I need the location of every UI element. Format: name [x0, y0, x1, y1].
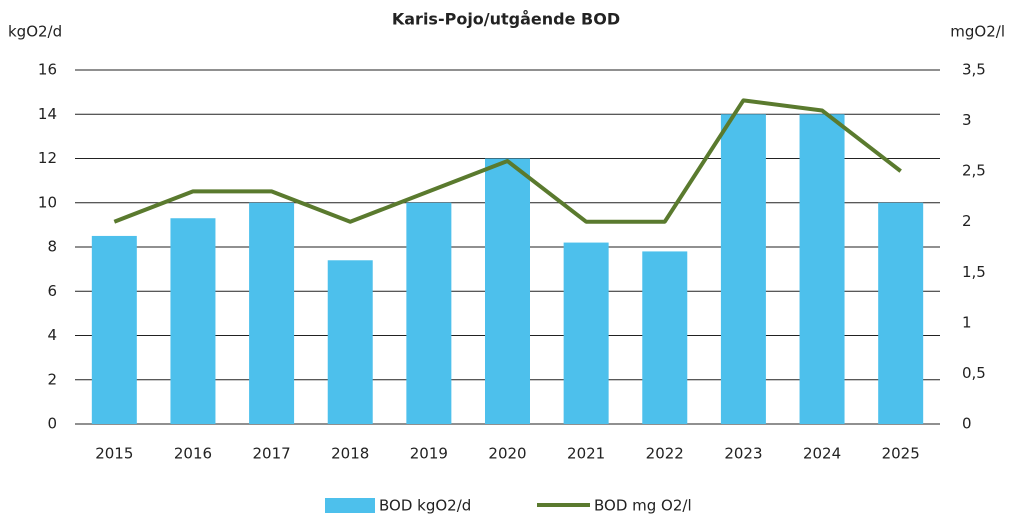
y-tick-label: 8 — [47, 238, 57, 256]
x-tick-label: 2021 — [567, 445, 605, 463]
bar — [878, 202, 924, 424]
x-tick-label: 2016 — [174, 445, 212, 463]
x-tick-label: 2020 — [488, 445, 526, 463]
legend-label: BOD kgO2/d — [379, 497, 471, 515]
y-tick-label: 4 — [47, 326, 57, 344]
line — [113, 98, 902, 224]
y-tick-label: 10 — [38, 193, 57, 211]
y-tick-label: 2 — [47, 370, 57, 388]
y2-tick-label: 1,5 — [962, 263, 986, 281]
x-tick-label: 2025 — [882, 445, 920, 463]
y-tick-label: 0 — [47, 415, 57, 433]
chart-title: Karis-Pojo/utgående BOD — [392, 10, 620, 29]
y2-tick-label: 3 — [962, 111, 972, 129]
bar — [170, 218, 216, 424]
y-tick-label: 14 — [38, 105, 57, 123]
y2-axis-label: mgO2/l — [950, 23, 1005, 41]
x-tick-label: 2022 — [646, 445, 684, 463]
bar — [91, 235, 137, 424]
bar — [720, 114, 766, 424]
y2-tick-label: 0 — [962, 415, 972, 433]
legend-label: BOD mg O2/l — [594, 497, 692, 515]
bar — [249, 202, 295, 424]
y2-tick-label: 3,5 — [962, 61, 986, 79]
x-tick-label: 2024 — [803, 445, 841, 463]
x-tick-label: 2023 — [724, 445, 762, 463]
bar — [799, 114, 845, 424]
y2-tick-label: 2,5 — [962, 162, 986, 180]
bar — [327, 260, 373, 424]
y-axis-label: kgO2/d — [8, 23, 62, 41]
y-tick-label: 6 — [47, 282, 57, 300]
y2-tick-label: 0,5 — [962, 364, 986, 382]
y2-tick-label: 1 — [962, 313, 972, 331]
x-tick-label: 2015 — [95, 445, 133, 463]
bar — [406, 202, 452, 424]
bar — [485, 158, 530, 424]
y-tick-label: 16 — [38, 61, 57, 79]
y2-tick-label: 2 — [962, 212, 972, 230]
x-tick-label: 2017 — [252, 445, 290, 463]
x-tick-label: 2019 — [410, 445, 448, 463]
x-tick-label: 2018 — [331, 445, 369, 463]
legend-swatch — [325, 498, 375, 513]
bar — [563, 242, 609, 424]
bar — [642, 251, 688, 424]
y-tick-label: 12 — [38, 149, 57, 167]
